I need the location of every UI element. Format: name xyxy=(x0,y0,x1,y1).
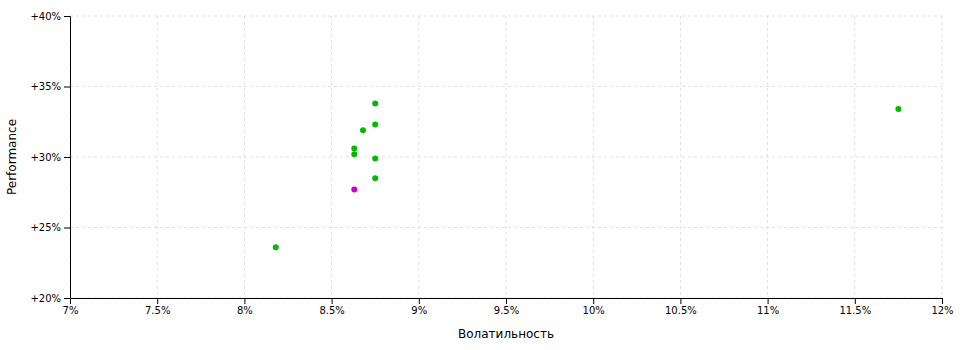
y-tick-mark xyxy=(64,298,70,299)
grid-line-x xyxy=(506,16,507,298)
x-tick-label: 10.5% xyxy=(665,305,697,316)
x-axis: 7% 7.5% 8% 8.5% 9% 9.5% 10% 10.5% 11% 11.5% 12% xyxy=(63,298,954,316)
point xyxy=(372,122,378,128)
x-tick-label: 9% xyxy=(411,305,427,316)
y-tick-label: +20% xyxy=(30,293,61,304)
x-tick: 8% xyxy=(237,298,253,316)
series xyxy=(351,186,357,192)
x-tick-label: 8% xyxy=(237,305,253,316)
y-tick: +20% xyxy=(30,293,70,304)
y-tick: +35% xyxy=(30,81,70,92)
x-tick-mark xyxy=(855,298,856,304)
point xyxy=(372,100,378,106)
x-tick-mark xyxy=(506,298,507,304)
grid-line-x xyxy=(680,16,681,298)
y-tick: +25% xyxy=(30,222,70,233)
y-tick-label: +25% xyxy=(30,222,61,233)
y-tick-mark xyxy=(64,228,70,229)
y-axis-line xyxy=(64,17,71,299)
y-axis-title: Performance xyxy=(5,119,19,195)
x-tick: 11% xyxy=(757,298,779,316)
grid-line-y xyxy=(70,157,942,158)
x-tick-label: 10% xyxy=(583,305,605,316)
point xyxy=(273,244,279,250)
x-axis-line xyxy=(71,299,943,305)
x-tick: 10.5% xyxy=(665,298,697,316)
x-tick-mark xyxy=(593,298,594,304)
point xyxy=(895,106,901,112)
x-tick: 10% xyxy=(583,298,605,316)
x-axis-title: Волатильность xyxy=(458,327,554,341)
point xyxy=(372,175,378,181)
x-tick: 7.5% xyxy=(145,298,170,316)
x-tick: 12% xyxy=(931,298,953,316)
x-tick-mark xyxy=(419,298,420,304)
point xyxy=(372,155,378,161)
y-tick-label: +40% xyxy=(30,11,61,22)
point xyxy=(351,151,357,157)
grid-line-y xyxy=(70,227,942,228)
x-tick-mark xyxy=(680,298,681,304)
x-tick-label: 7.5% xyxy=(145,305,170,316)
grid-line-x xyxy=(854,16,855,298)
y-tick-label: +30% xyxy=(30,152,61,163)
y-tick-mark xyxy=(64,157,70,158)
series xyxy=(273,100,902,250)
x-tick: 9.5% xyxy=(494,298,519,316)
plot-area: 7% 7.5% 8% 8.5% 9% 9.5% 10% 10.5% 11% 11.5% 12% +20… xyxy=(30,11,953,316)
x-tick-mark xyxy=(244,298,245,304)
x-tick-mark xyxy=(768,298,769,304)
point xyxy=(351,186,357,192)
grid xyxy=(70,16,942,298)
points xyxy=(273,100,902,250)
x-tick-label: 7% xyxy=(63,305,79,316)
grid-line-y xyxy=(70,86,942,87)
x-tick-label: 11% xyxy=(757,305,779,316)
y-tick-label: +35% xyxy=(30,81,61,92)
x-tick-label: 8.5% xyxy=(319,305,344,316)
y-tick-mark xyxy=(64,87,70,88)
x-tick: 8.5% xyxy=(319,298,344,316)
y-axis: +20% +25% +30% +35% +40% xyxy=(30,11,70,304)
x-tick: 11.5% xyxy=(839,298,871,316)
x-tick-label: 9.5% xyxy=(494,305,519,316)
point xyxy=(360,127,366,133)
y-tick: +40% xyxy=(30,11,70,22)
x-tick-mark xyxy=(157,298,158,304)
x-tick-mark xyxy=(332,298,333,304)
grid-line-y xyxy=(70,16,942,17)
point xyxy=(351,146,357,152)
x-tick-label: 12% xyxy=(931,305,953,316)
x-tick: 7% xyxy=(63,298,79,316)
x-tick-label: 11.5% xyxy=(839,305,871,316)
x-tick: 9% xyxy=(411,298,427,316)
y-tick-mark xyxy=(64,16,70,17)
grid-line-x xyxy=(331,16,332,298)
chart: 7% 7.5% 8% 8.5% 9% 9.5% 10% 10.5% 11% 11.5% 12% +20… xyxy=(0,0,966,350)
y-tick: +30% xyxy=(30,152,70,163)
x-tick-mark xyxy=(942,298,943,304)
